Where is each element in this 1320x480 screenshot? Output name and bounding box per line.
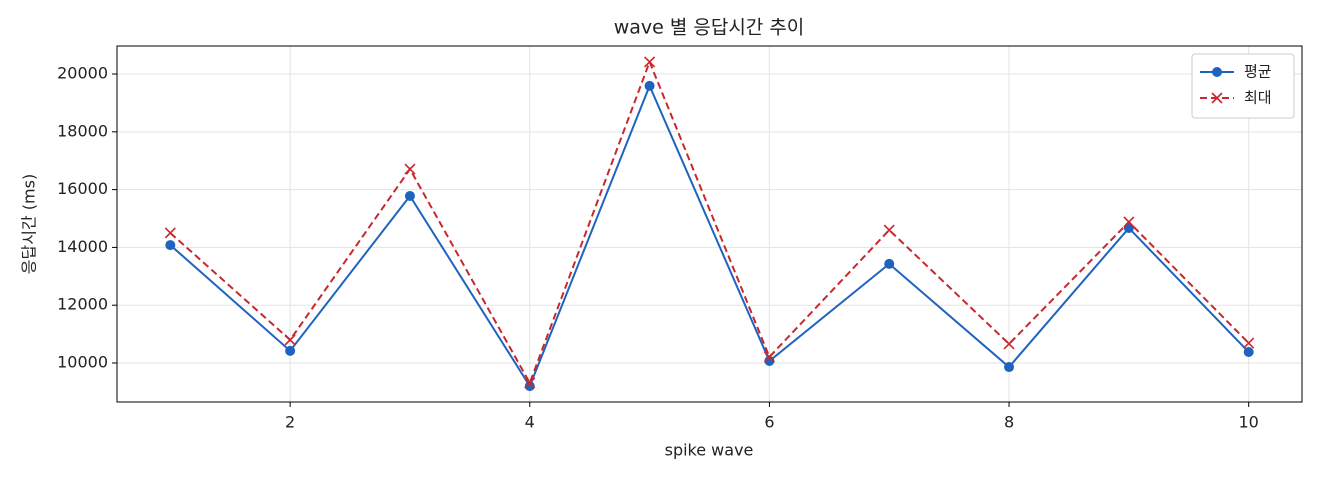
x-tick-label: 4 xyxy=(525,413,535,432)
marker xyxy=(884,258,895,269)
x-axis-label: spike wave xyxy=(665,441,754,460)
marker xyxy=(1243,337,1255,349)
y-tick-label: 10000 xyxy=(57,352,108,371)
plot-frame xyxy=(116,45,1303,403)
x-tick-label: 8 xyxy=(1004,413,1014,432)
y-tick-label: 14000 xyxy=(57,237,108,256)
y-tick-label: 20000 xyxy=(57,64,108,83)
marker xyxy=(1123,216,1135,228)
legend-box xyxy=(1191,53,1295,119)
marker xyxy=(644,80,655,91)
legend-label: 최대 xyxy=(1244,89,1272,107)
y-axis-label: 응답시간 (ms) xyxy=(20,174,39,274)
y-tick-label: 16000 xyxy=(57,179,108,198)
marker xyxy=(1004,362,1015,373)
marker xyxy=(404,190,415,201)
marker xyxy=(524,377,536,389)
marker xyxy=(883,224,895,236)
x-tick-label: 10 xyxy=(1239,413,1259,432)
chart-title: wave 별 응답시간 추이 xyxy=(614,17,805,39)
legend-label: 평균 xyxy=(1244,63,1272,81)
y-tick-label: 18000 xyxy=(57,121,108,140)
marker xyxy=(1243,347,1254,358)
marker xyxy=(285,345,296,356)
y-tick-label: 12000 xyxy=(57,295,108,314)
marker xyxy=(164,227,176,239)
series-line xyxy=(169,83,1250,389)
marker xyxy=(524,381,535,392)
marker xyxy=(284,334,296,346)
series-line xyxy=(169,59,1250,386)
marker xyxy=(1003,338,1015,350)
marker xyxy=(644,56,656,68)
marker xyxy=(763,351,775,363)
legend-marker xyxy=(1211,92,1223,104)
marker xyxy=(165,240,176,251)
marker xyxy=(404,163,416,175)
x-tick-label: 6 xyxy=(764,413,774,432)
legend-marker xyxy=(1212,67,1222,77)
x-tick-label: 2 xyxy=(285,413,295,432)
